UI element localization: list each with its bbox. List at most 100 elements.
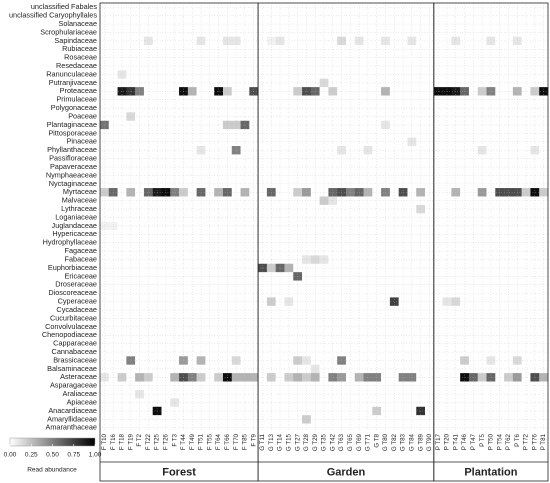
heatmap-cell xyxy=(161,389,171,399)
heatmap-cell xyxy=(170,78,180,88)
heatmap-cell xyxy=(477,246,487,256)
heatmap-cell xyxy=(310,171,320,180)
heatmap-cell xyxy=(521,3,531,12)
heatmap-cell xyxy=(530,246,540,256)
heatmap-cell xyxy=(372,398,382,407)
heatmap-cell xyxy=(530,171,540,180)
heatmap-cell xyxy=(363,398,373,407)
heatmap-cell xyxy=(451,95,461,105)
heatmap-cell xyxy=(328,221,338,231)
heatmap-cell xyxy=(468,423,478,433)
heatmap-cell xyxy=(460,11,470,21)
heatmap-cell xyxy=(143,347,153,357)
heatmap-cell xyxy=(363,154,373,164)
heatmap-cell xyxy=(372,137,382,147)
heatmap-cell xyxy=(310,11,320,21)
row-label: Amaranthaceae xyxy=(45,423,97,432)
heatmap-cell xyxy=(205,154,215,164)
heatmap-cell xyxy=(152,246,162,256)
heatmap-cell xyxy=(293,95,303,105)
heatmap-cell xyxy=(187,289,197,298)
heatmap-cell xyxy=(372,381,382,391)
heatmap-cell xyxy=(433,188,443,197)
heatmap-cell xyxy=(433,263,443,273)
heatmap-cell xyxy=(433,331,443,340)
heatmap-cell xyxy=(258,146,268,155)
heatmap-cell xyxy=(284,289,294,298)
heatmap-cell xyxy=(477,289,487,298)
column-label: P T76 xyxy=(531,433,538,450)
heatmap-cell xyxy=(460,246,470,256)
heatmap-cell xyxy=(468,221,478,231)
heatmap-cell xyxy=(302,347,312,357)
heatmap-cell xyxy=(152,347,162,357)
heatmap-cell xyxy=(345,263,355,273)
heatmap-cell xyxy=(205,406,215,416)
heatmap-cell xyxy=(486,314,496,323)
heatmap-cell xyxy=(205,246,215,256)
heatmap-cell xyxy=(152,204,162,214)
heatmap-cell xyxy=(486,137,496,147)
heatmap-cell xyxy=(258,188,268,197)
heatmap-cell xyxy=(205,221,215,231)
heatmap-cell xyxy=(416,263,426,273)
heatmap-cell xyxy=(100,112,109,121)
heatmap-cell xyxy=(214,204,224,214)
heatmap-cell xyxy=(425,78,435,88)
heatmap-cell xyxy=(354,331,364,340)
heatmap-cell xyxy=(117,289,127,298)
heatmap-cell xyxy=(240,389,250,399)
row-label: Phyllanthaceae xyxy=(47,145,97,154)
heatmap-cell xyxy=(302,112,312,121)
heatmap-cell xyxy=(416,36,426,46)
heatmap-cell xyxy=(126,398,136,407)
heatmap-cell xyxy=(310,389,320,399)
heatmap-cell xyxy=(205,331,215,340)
heatmap-cell xyxy=(345,179,355,189)
heatmap-cell xyxy=(205,11,215,21)
heatmap-cell xyxy=(451,263,461,273)
heatmap-cell xyxy=(170,204,180,214)
heatmap-cell xyxy=(539,246,549,256)
heatmap-cell xyxy=(425,381,435,391)
heatmap-cell xyxy=(293,347,303,357)
heatmap-cell xyxy=(521,103,531,113)
heatmap-cell xyxy=(310,322,320,332)
heatmap-cell xyxy=(196,381,206,391)
heatmap-cell xyxy=(460,322,470,332)
heatmap-cell xyxy=(240,356,250,365)
heatmap-cell xyxy=(143,389,153,399)
heatmap-cell xyxy=(389,188,399,197)
heatmap-cell xyxy=(345,103,355,113)
heatmap-cell xyxy=(328,120,338,130)
heatmap-cell xyxy=(143,146,153,155)
heatmap-cell xyxy=(389,70,399,79)
heatmap-cell xyxy=(135,314,145,323)
heatmap-cell xyxy=(425,255,435,264)
heatmap-cell xyxy=(293,137,303,147)
row-label: Nyctaginaceae xyxy=(49,179,97,188)
row-label: Proteaceae xyxy=(60,86,97,95)
heatmap-cell xyxy=(460,280,470,290)
heatmap-cell xyxy=(135,213,145,222)
heatmap-cell xyxy=(258,347,268,357)
heatmap-cell xyxy=(231,322,241,332)
heatmap-cell xyxy=(187,314,197,323)
heatmap-cell xyxy=(126,213,136,222)
heatmap-cell xyxy=(328,45,338,54)
heatmap-cell xyxy=(117,297,127,307)
heatmap-cell xyxy=(354,188,364,197)
heatmap-cell xyxy=(345,347,355,357)
row-label: Droseraceae xyxy=(55,280,97,289)
heatmap-cell xyxy=(495,11,505,21)
heatmap-cell xyxy=(468,70,478,79)
heatmap-cell xyxy=(284,3,294,12)
heatmap-cell xyxy=(135,188,145,197)
heatmap-cell xyxy=(187,322,197,332)
heatmap-cell xyxy=(328,347,338,357)
heatmap-cell xyxy=(117,61,127,71)
heatmap-cell xyxy=(135,398,145,407)
heatmap-cell xyxy=(258,61,268,71)
heatmap-cell xyxy=(143,11,153,21)
heatmap-cell xyxy=(398,11,408,21)
